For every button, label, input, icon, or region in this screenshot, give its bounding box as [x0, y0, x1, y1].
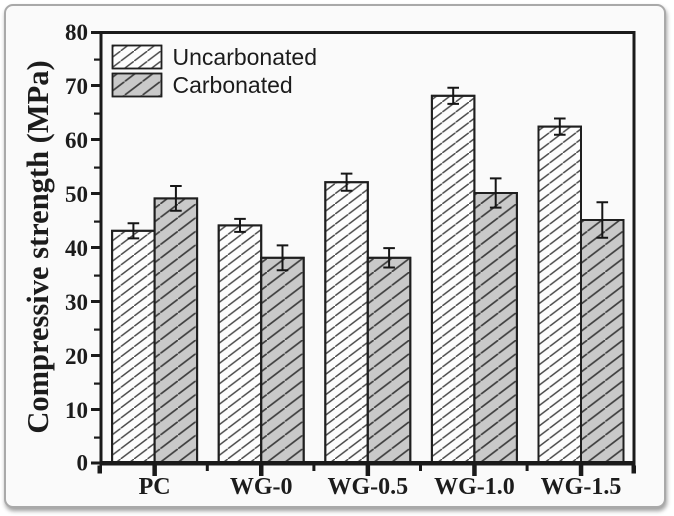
svg-text:20: 20: [65, 344, 88, 369]
svg-text:30: 30: [65, 290, 88, 315]
svg-text:60: 60: [65, 128, 88, 153]
svg-text:PC: PC: [139, 474, 171, 500]
svg-text:50: 50: [65, 182, 88, 207]
svg-text:WG-0: WG-0: [230, 474, 293, 500]
svg-text:Carbonated: Carbonated: [173, 72, 293, 98]
svg-text:80: 80: [65, 20, 88, 45]
svg-text:WG-1.5: WG-1.5: [541, 474, 622, 500]
svg-text:70: 70: [65, 74, 88, 99]
svg-text:WG-0.5: WG-0.5: [327, 474, 408, 500]
svg-text:40: 40: [65, 236, 88, 261]
svg-text:0: 0: [77, 451, 89, 476]
svg-text:Compressive strength (MPa): Compressive strength (MPa): [21, 60, 55, 433]
svg-text:WG-1.0: WG-1.0: [434, 474, 515, 500]
svg-text:10: 10: [65, 398, 88, 423]
svg-text:Uncarbonated: Uncarbonated: [173, 44, 318, 70]
